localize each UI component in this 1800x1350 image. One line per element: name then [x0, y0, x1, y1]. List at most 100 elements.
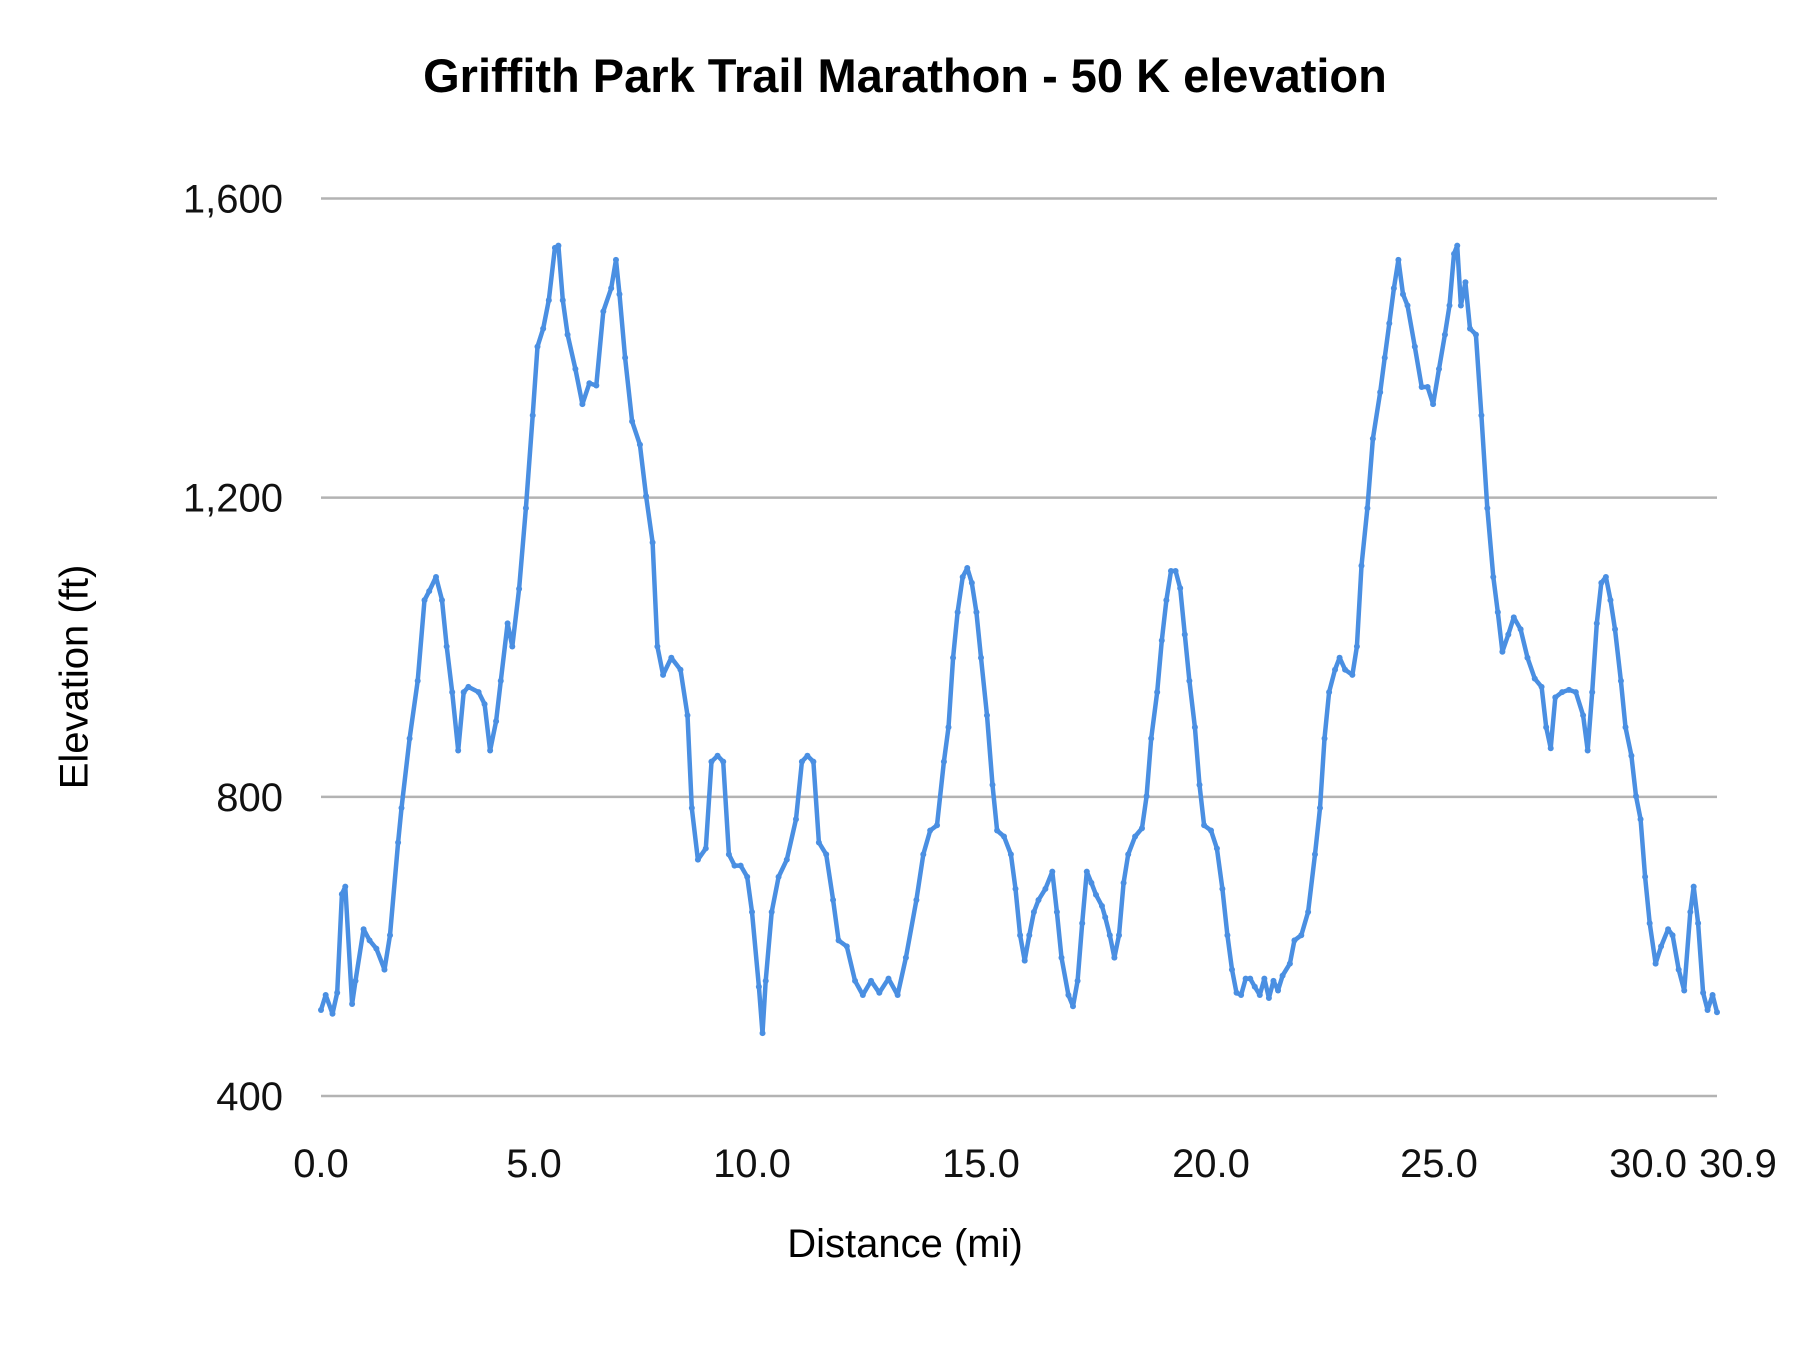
data-point [1163, 597, 1170, 604]
data-point [1687, 909, 1694, 916]
data-point [1565, 686, 1572, 693]
data-point [516, 585, 523, 592]
data-point [1602, 573, 1609, 580]
data-point [1332, 666, 1339, 673]
data-point [755, 983, 762, 990]
elevation-line [318, 243, 1720, 1036]
data-point [989, 781, 996, 788]
data-point [1369, 435, 1376, 442]
data-point [540, 325, 547, 332]
data-point [1102, 914, 1109, 921]
data-point [654, 643, 661, 650]
data-point [1213, 845, 1220, 852]
data-point [381, 966, 388, 973]
data-point [1042, 885, 1049, 892]
data-point [775, 873, 782, 880]
data-point [318, 1006, 324, 1013]
data-point [636, 441, 643, 448]
data-point [1700, 989, 1707, 996]
data-point [1007, 851, 1014, 858]
data-point [677, 666, 684, 673]
data-point [1517, 626, 1524, 633]
y-tick-label: 1,200 [183, 477, 283, 521]
data-point [643, 493, 650, 500]
data-point [1270, 977, 1277, 984]
data-point [360, 926, 367, 933]
data-point [1116, 932, 1122, 939]
data-point [1336, 654, 1343, 661]
data-point [1628, 752, 1635, 759]
data-point [334, 989, 341, 996]
data-point [1451, 250, 1458, 257]
x-axis-title: Distance (mi) [787, 1222, 1023, 1266]
data-point [593, 382, 600, 389]
data-point [1538, 683, 1545, 690]
data-point [443, 643, 450, 650]
data-point [762, 977, 769, 984]
x-tick-labels: 0.0 5.0 10.0 15.0 20.0 25.0 30.0 30.9 [293, 1142, 1777, 1186]
data-point [1430, 401, 1437, 408]
data-point [1233, 989, 1240, 996]
data-point [1093, 891, 1099, 898]
data-point [1219, 885, 1226, 892]
data-point [622, 354, 629, 361]
data-point [395, 839, 402, 846]
data-point [835, 937, 842, 944]
data-point [1598, 579, 1605, 586]
data-point [731, 862, 738, 869]
gridlines [321, 197, 1717, 1098]
data-point [1261, 975, 1268, 982]
data-point [586, 380, 593, 387]
data-point [1404, 302, 1411, 309]
data-point [481, 701, 488, 708]
data-point [1622, 724, 1629, 731]
data-point [725, 851, 732, 858]
data-point [1457, 302, 1464, 309]
data-point [959, 573, 966, 580]
data-point [1617, 677, 1624, 684]
data-point [1349, 671, 1356, 678]
data-point [329, 1010, 336, 1017]
data-point [1441, 331, 1448, 338]
data-point [1143, 793, 1150, 800]
data-point [934, 822, 941, 829]
data-point [1191, 724, 1198, 731]
data-point [1681, 987, 1688, 994]
data-point [694, 856, 701, 863]
data-point [579, 401, 586, 408]
data-point [1411, 343, 1418, 350]
data-point [810, 758, 817, 765]
data-point [421, 597, 428, 604]
data-point [702, 845, 709, 852]
data-point [804, 752, 811, 759]
data-point [1305, 909, 1312, 916]
y-tick-labels: 400 800 1,200 1,600 [183, 178, 283, 1120]
data-point [1543, 724, 1550, 731]
data-point [868, 977, 875, 984]
data-point [1247, 975, 1254, 982]
data-point [1593, 620, 1600, 627]
data-point [1612, 626, 1619, 633]
data-point [433, 573, 440, 580]
data-point [1181, 631, 1188, 638]
data-point [352, 977, 359, 984]
data-point [1083, 868, 1090, 875]
data-point [1494, 609, 1501, 616]
data-point [1524, 654, 1531, 661]
data-point [1242, 975, 1249, 982]
data-point [1364, 505, 1371, 512]
data-point [1106, 932, 1113, 939]
data-point [1139, 825, 1145, 832]
data-point [649, 539, 656, 546]
data-point [1531, 675, 1538, 682]
data-point [616, 291, 623, 298]
data-point [460, 689, 467, 696]
data-point [1607, 597, 1614, 604]
data-point [1436, 366, 1442, 373]
data-point [1418, 383, 1425, 390]
data-point [1158, 637, 1165, 644]
data-point [798, 758, 805, 765]
data-point [608, 285, 615, 292]
x-tick-label: 30.9 [1699, 1142, 1777, 1186]
data-point [978, 654, 984, 661]
